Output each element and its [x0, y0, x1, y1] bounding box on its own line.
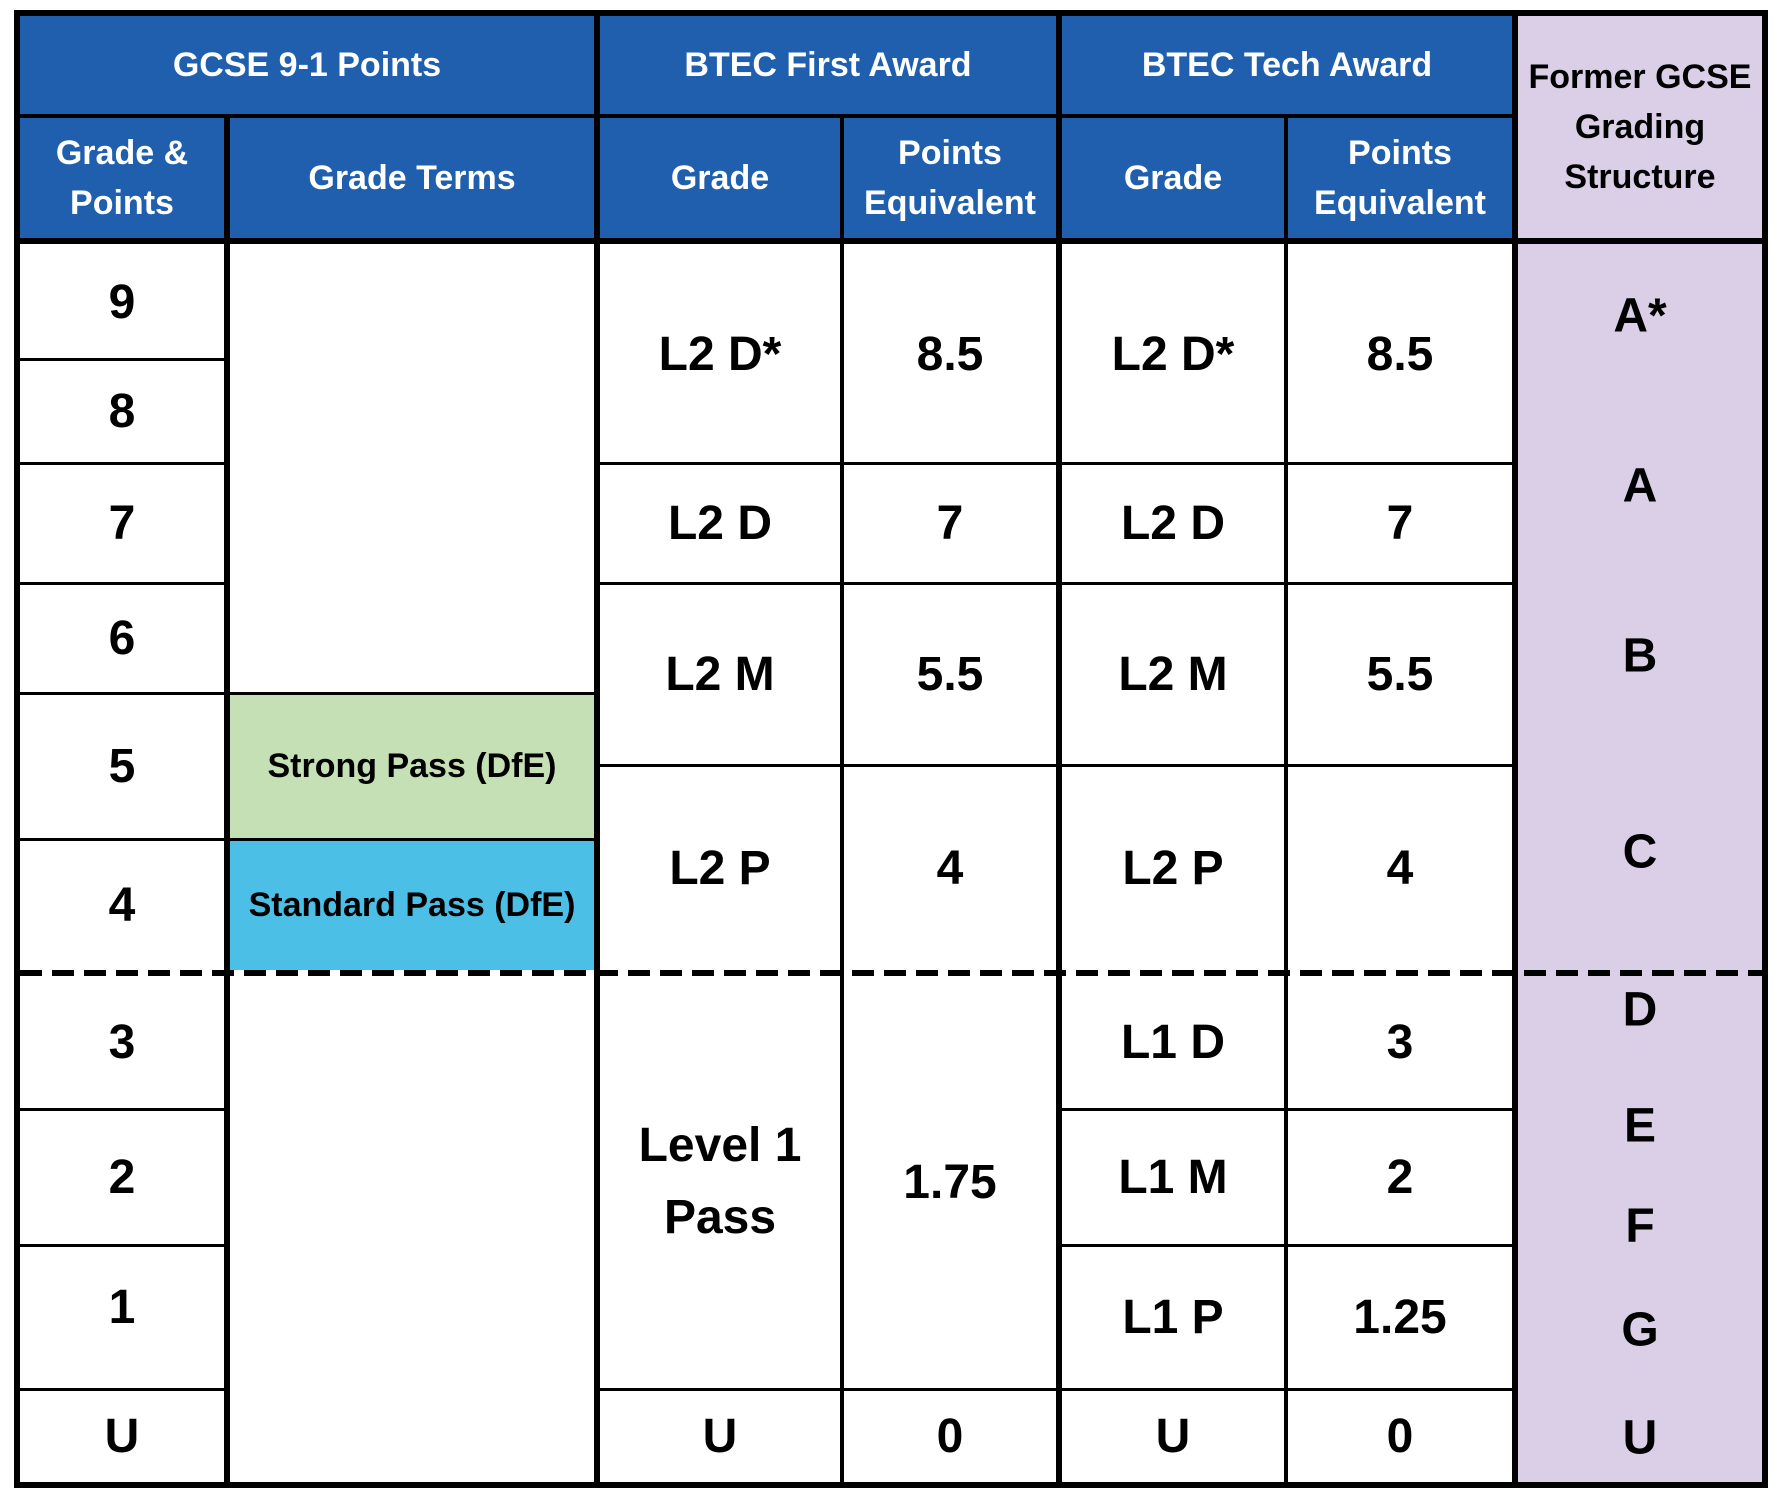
- header-first-grade: Grade: [600, 118, 840, 238]
- first-grade-level1-pass: Level 1 Pass: [638, 1119, 802, 1244]
- level-boundary-dashed-line: [20, 970, 1762, 976]
- divider: [594, 10, 600, 1488]
- first-grade-l2-m: L2 M: [665, 647, 775, 701]
- divider: [14, 1108, 224, 1111]
- former-grade-d: D: [1622, 983, 1658, 1037]
- gcse-grade-7: 7: [108, 496, 136, 550]
- standard-pass-cell: Standard Pass (DfE): [230, 840, 594, 970]
- header-former-gcse: Former GCSE Grading Structure: [1518, 16, 1762, 238]
- gcse-grade-3: 3: [108, 1015, 136, 1069]
- first-grade-u: U: [702, 1409, 738, 1463]
- former-grade-f: F: [1625, 1199, 1655, 1253]
- former-grade-c: C: [1622, 825, 1658, 879]
- tech-grade-l1-m: L1 M: [1118, 1150, 1228, 1204]
- strong-pass-cell: Strong Pass (DfE): [230, 694, 594, 838]
- tech-grade-u: U: [1155, 1409, 1191, 1463]
- divider: [14, 238, 1768, 244]
- first-points-u: 0: [936, 1409, 964, 1463]
- header-gcse: GCSE 9-1 Points: [20, 16, 594, 114]
- tech-grade-l1-d: L1 D: [1120, 1015, 1225, 1069]
- header-btec-tech: BTEC Tech Award: [1062, 16, 1512, 114]
- divider: [840, 114, 844, 1488]
- divider: [1512, 10, 1518, 1488]
- divider: [600, 764, 1512, 767]
- gcse-grade-6: 6: [108, 611, 136, 665]
- tech-points-l2-m: 5.5: [1366, 647, 1434, 701]
- first-points-l2-d: 7: [936, 496, 964, 550]
- tech-grade-l2-p: L2 P: [1122, 841, 1224, 895]
- tech-points-l1-m: 2: [1386, 1150, 1414, 1204]
- divider: [600, 582, 1512, 585]
- divider: [600, 462, 1512, 465]
- former-grade-b: B: [1622, 629, 1658, 683]
- first-points-l2-dstar: 8.5: [916, 327, 984, 381]
- gcse-grade-u: U: [104, 1409, 140, 1463]
- former-grade-g: G: [1621, 1303, 1659, 1357]
- header-grade-terms: Grade Terms: [230, 118, 594, 238]
- tech-points-l2-p: 4: [1386, 841, 1414, 895]
- tech-grade-l2-m: L2 M: [1118, 647, 1228, 701]
- divider: [14, 358, 224, 361]
- former-grades-column: [1518, 244, 1762, 1482]
- gcse-grade-9: 9: [108, 275, 136, 329]
- tech-grade-l2-d: L2 D: [1120, 496, 1225, 550]
- divider: [224, 114, 230, 1488]
- divider: [1284, 114, 1288, 1488]
- former-grade-a: A: [1622, 459, 1658, 513]
- former-grade-e: E: [1623, 1099, 1657, 1153]
- divider: [1062, 1388, 1512, 1391]
- header-first-points: Points Equivalent: [844, 118, 1056, 238]
- header-tech-grade: Grade: [1062, 118, 1284, 238]
- header-btec-first: BTEC First Award: [600, 16, 1056, 114]
- divider: [14, 462, 224, 465]
- tech-points-l2-d: 7: [1386, 496, 1414, 550]
- header-grade-points: Grade & Points: [20, 118, 224, 238]
- first-points-level1-pass: 1.75: [903, 1155, 997, 1209]
- former-grade-u: U: [1622, 1411, 1658, 1465]
- gcse-grade-5: 5: [108, 739, 136, 793]
- divider: [14, 838, 594, 841]
- tech-points-l1-d: 3: [1386, 1015, 1414, 1069]
- divider: [14, 1244, 224, 1247]
- tech-grade-l2-dstar: L2 D*: [1111, 327, 1235, 381]
- first-grade-l2-d: L2 D: [667, 496, 772, 550]
- divider: [14, 692, 594, 695]
- tech-grade-l1-p: L1 P: [1122, 1290, 1224, 1344]
- table-border: [14, 10, 1768, 1488]
- divider: [14, 582, 224, 585]
- first-points-l2-p: 4: [936, 841, 964, 895]
- divider: [14, 114, 1512, 118]
- divider: [14, 1388, 224, 1391]
- former-grade-astar: A*: [1613, 289, 1667, 343]
- header-tech-points: Points Equivalent: [1288, 118, 1512, 238]
- tech-points-u: 0: [1386, 1409, 1414, 1463]
- gcse-grade-4: 4: [108, 878, 136, 932]
- divider: [1062, 1108, 1512, 1111]
- divider: [1062, 1244, 1512, 1247]
- first-points-l2-m: 5.5: [916, 647, 984, 701]
- first-grade-l2-p: L2 P: [669, 841, 771, 895]
- divider: [600, 1388, 1056, 1391]
- gcse-grade-1: 1: [108, 1280, 136, 1334]
- tech-points-l1-p: 1.25: [1353, 1290, 1447, 1344]
- gcse-grade-8: 8: [108, 384, 136, 438]
- tech-points-l2-dstar: 8.5: [1366, 327, 1434, 381]
- first-grade-l2-dstar: L2 D*: [658, 327, 782, 381]
- gcse-grade-2: 2: [108, 1150, 136, 1204]
- divider: [1056, 10, 1062, 1488]
